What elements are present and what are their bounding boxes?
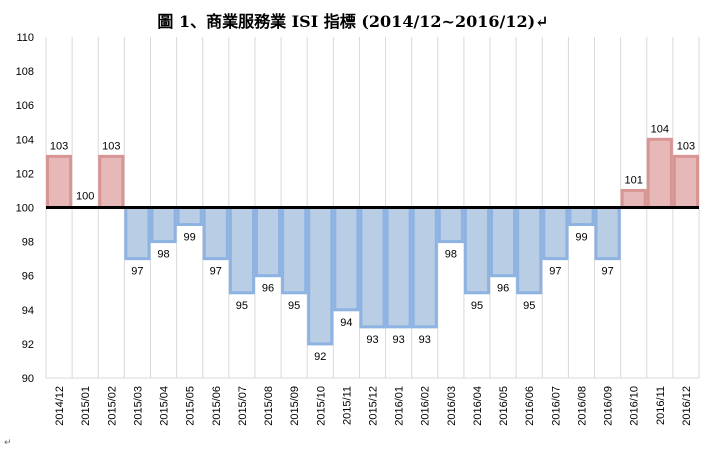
y-tick-label: 96 — [22, 271, 34, 283]
data-label: 97 — [131, 266, 143, 278]
bar — [124, 206, 151, 261]
x-tick-label: 2015/01 — [80, 386, 92, 426]
x-tick-label: 2016/04 — [472, 386, 484, 426]
x-tick-label: 2015/05 — [185, 386, 197, 426]
bar — [46, 154, 73, 210]
x-tick-label: 2016/01 — [394, 386, 406, 426]
bar — [594, 206, 621, 261]
data-label: 104 — [651, 123, 669, 135]
x-tick-label: 2016/11 — [655, 386, 667, 425]
data-label: 97 — [210, 266, 222, 278]
bar — [385, 206, 412, 329]
chart-title: 圖 1、商業服務業 ISI 指標 (2014/12~2016/12)↵ — [157, 12, 549, 31]
bar — [437, 206, 464, 244]
data-label: 100 — [76, 191, 94, 203]
bar — [98, 154, 125, 210]
y-tick-label: 92 — [22, 339, 34, 351]
data-label: 97 — [601, 266, 613, 278]
x-tick-label: 2015/02 — [106, 386, 118, 426]
data-label: 95 — [236, 300, 248, 312]
data-label: 101 — [625, 174, 643, 186]
bar — [307, 206, 334, 346]
data-label-layer: 103 100 103 97 98 99 97 95 96 95 92 94 93 93 93 98 95 96 9… — [50, 123, 695, 363]
y-tick-label: 90 — [22, 373, 34, 385]
data-label: 93 — [392, 334, 404, 346]
bar — [333, 206, 360, 312]
bar — [620, 188, 647, 209]
y-tick-label: 102 — [16, 168, 34, 180]
y-tick-label: 98 — [22, 237, 34, 249]
x-tick-label: 2015/03 — [132, 386, 144, 426]
x-tick-label: 2016/05 — [498, 386, 510, 426]
bar — [490, 206, 517, 278]
bar — [411, 206, 438, 329]
x-axis-ticks: 2014/12 2015/01 2015/02 2015/03 2015/04 2015/… — [54, 386, 693, 426]
x-tick-label: 2015/07 — [237, 386, 249, 426]
data-label: 99 — [575, 232, 587, 244]
x-tick-label: 2015/06 — [211, 386, 223, 426]
y-tick-label: 110 — [16, 32, 34, 44]
data-label: 94 — [340, 317, 352, 329]
bar — [254, 206, 282, 278]
y-axis-ticks: 90 92 94 96 98 100 102 104 106 108 110 — [16, 32, 34, 385]
bar — [672, 154, 700, 210]
data-label: 103 — [677, 140, 695, 152]
data-label: 98 — [445, 249, 457, 261]
data-label: 92 — [314, 351, 326, 363]
x-tick-label: 2015/09 — [289, 386, 301, 426]
x-tick-label: 2016/03 — [446, 386, 458, 426]
data-label: 103 — [50, 140, 68, 152]
x-tick-label: 2015/12 — [368, 386, 380, 426]
data-label: 103 — [102, 140, 120, 152]
bar — [150, 206, 177, 244]
bar — [542, 206, 569, 261]
data-label: 93 — [419, 334, 431, 346]
x-tick-label: 2015/10 — [315, 386, 327, 426]
x-tick-label: 2016/02 — [420, 386, 432, 426]
y-tick-label: 104 — [16, 134, 34, 146]
x-tick-label: 2016/12 — [681, 386, 693, 426]
x-tick-label: 2016/08 — [576, 386, 588, 426]
x-tick-label: 2015/11 — [341, 386, 353, 425]
y-tick-label: 106 — [16, 100, 34, 112]
data-label: 96 — [497, 283, 509, 295]
bar — [228, 206, 255, 295]
x-tick-label: 2016/10 — [629, 386, 641, 426]
data-label: 96 — [262, 283, 274, 295]
data-label: 95 — [471, 300, 483, 312]
data-label: 97 — [549, 266, 561, 278]
bar — [463, 206, 491, 295]
bar — [359, 206, 386, 329]
x-tick-label: 2016/09 — [603, 386, 615, 426]
bar — [516, 206, 543, 295]
bar — [568, 206, 595, 227]
y-tick-label: 108 — [16, 66, 34, 78]
bar — [176, 206, 203, 227]
paragraph-mark: ↵ — [4, 438, 12, 448]
data-label: 95 — [523, 300, 535, 312]
x-tick-label: 2015/08 — [263, 386, 275, 426]
y-tick-label: 100 — [16, 203, 34, 215]
data-label: 93 — [366, 334, 378, 346]
x-tick-label: 2016/07 — [550, 386, 562, 426]
x-tick-label: 2015/04 — [159, 386, 171, 426]
y-tick-label: 94 — [22, 305, 34, 317]
data-label: 95 — [288, 300, 300, 312]
bar — [646, 137, 673, 209]
bar — [281, 206, 308, 295]
bar-layer — [46, 137, 700, 346]
x-tick-label: 2016/06 — [524, 386, 536, 426]
x-tick-label: 2014/12 — [54, 386, 66, 426]
data-label: 99 — [184, 232, 196, 244]
bar — [202, 206, 229, 261]
data-label: 98 — [157, 249, 169, 261]
